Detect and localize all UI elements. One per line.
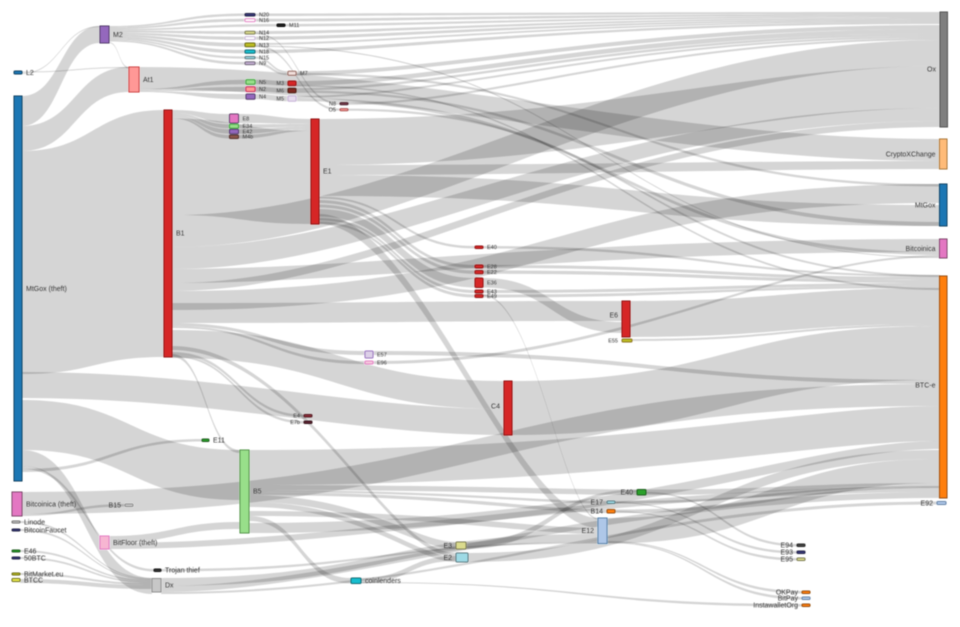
svg-text:M6: M6 bbox=[276, 88, 284, 94]
svg-text:N9: N9 bbox=[259, 61, 266, 67]
svg-text:BTCC: BTCC bbox=[24, 578, 43, 585]
svg-text:N20: N20 bbox=[259, 13, 269, 19]
svg-text:E46: E46 bbox=[24, 549, 37, 556]
svg-text:E17: E17 bbox=[591, 500, 604, 507]
svg-text:E55: E55 bbox=[608, 338, 618, 344]
svg-text:E93: E93 bbox=[781, 550, 794, 557]
svg-text:N4: N4 bbox=[259, 95, 266, 101]
svg-text:coinlenders: coinlenders bbox=[365, 578, 401, 585]
svg-text:N2: N2 bbox=[259, 87, 266, 93]
svg-text:Bitcoinica (theft): Bitcoinica (theft) bbox=[26, 501, 76, 508]
svg-text:N13: N13 bbox=[259, 43, 269, 49]
svg-text:BitcoinFaucet: BitcoinFaucet bbox=[24, 528, 66, 535]
svg-text:At1: At1 bbox=[143, 77, 154, 84]
svg-text:M11: M11 bbox=[289, 23, 299, 29]
svg-text:E11: E11 bbox=[213, 438, 225, 445]
svg-text:N18: N18 bbox=[259, 50, 269, 56]
svg-text:E22: E22 bbox=[487, 270, 497, 276]
svg-text:N8: N8 bbox=[329, 102, 336, 108]
svg-text:Ox: Ox bbox=[927, 67, 936, 74]
svg-text:E1: E1 bbox=[323, 168, 332, 175]
svg-text:OKPay: OKPay bbox=[776, 590, 799, 597]
svg-text:E7b: E7b bbox=[290, 420, 300, 426]
svg-text:M3: M3 bbox=[276, 81, 284, 87]
svg-text:E42: E42 bbox=[243, 129, 253, 135]
svg-text:E40: E40 bbox=[487, 245, 497, 251]
svg-text:E49: E49 bbox=[487, 294, 497, 300]
svg-text:B14: B14 bbox=[591, 509, 604, 516]
svg-text:N12: N12 bbox=[259, 36, 269, 42]
svg-text:O5: O5 bbox=[329, 108, 336, 114]
svg-text:M5: M5 bbox=[276, 97, 284, 103]
svg-text:BTC-e: BTC-e bbox=[915, 382, 935, 389]
svg-text:Trojan thief: Trojan thief bbox=[165, 568, 200, 575]
svg-text:BitFloor (theft): BitFloor (theft) bbox=[113, 540, 157, 547]
svg-text:E92: E92 bbox=[921, 500, 934, 507]
svg-text:50BTC: 50BTC bbox=[24, 556, 46, 563]
svg-text:Bitcoinica: Bitcoinica bbox=[906, 246, 936, 253]
svg-text:B1: B1 bbox=[176, 230, 185, 237]
svg-text:N16: N16 bbox=[259, 18, 269, 24]
svg-text:E96: E96 bbox=[377, 360, 387, 366]
svg-text:E95: E95 bbox=[781, 557, 794, 564]
svg-text:E6: E6 bbox=[609, 312, 618, 319]
svg-text:CryptoXChange: CryptoXChange bbox=[886, 151, 936, 158]
svg-text:E12: E12 bbox=[582, 528, 595, 535]
svg-text:BitMarket.eu: BitMarket.eu bbox=[24, 572, 63, 579]
svg-text:InstawalletOrg: InstawalletOrg bbox=[753, 603, 798, 610]
svg-text:E57: E57 bbox=[377, 352, 387, 358]
svg-text:E43: E43 bbox=[487, 289, 497, 295]
svg-text:L2: L2 bbox=[26, 70, 34, 77]
svg-text:E36: E36 bbox=[487, 281, 497, 287]
svg-text:E2: E2 bbox=[443, 555, 452, 562]
svg-text:E34: E34 bbox=[243, 124, 253, 130]
svg-text:MtGox (theft): MtGox (theft) bbox=[26, 286, 67, 293]
svg-text:Linode: Linode bbox=[24, 520, 45, 527]
svg-text:MtGox: MtGox bbox=[915, 202, 936, 209]
svg-text:B15: B15 bbox=[109, 503, 122, 510]
svg-text:M7: M7 bbox=[300, 71, 308, 77]
svg-text:M2: M2 bbox=[113, 32, 123, 39]
svg-text:N5: N5 bbox=[259, 80, 266, 86]
svg-text:E4: E4 bbox=[293, 414, 300, 420]
svg-text:N15: N15 bbox=[259, 56, 269, 62]
svg-text:E40: E40 bbox=[621, 490, 634, 497]
svg-text:E3: E3 bbox=[443, 543, 452, 550]
svg-text:Dx: Dx bbox=[165, 583, 174, 590]
svg-text:B5: B5 bbox=[253, 488, 262, 495]
svg-text:BitPay: BitPay bbox=[778, 596, 799, 603]
svg-text:N14: N14 bbox=[259, 31, 269, 37]
svg-text:E94: E94 bbox=[781, 543, 794, 550]
svg-text:C4: C4 bbox=[491, 403, 500, 410]
svg-text:E28: E28 bbox=[487, 264, 497, 270]
svg-text:M4b: M4b bbox=[243, 135, 254, 141]
svg-text:E8: E8 bbox=[243, 116, 250, 122]
